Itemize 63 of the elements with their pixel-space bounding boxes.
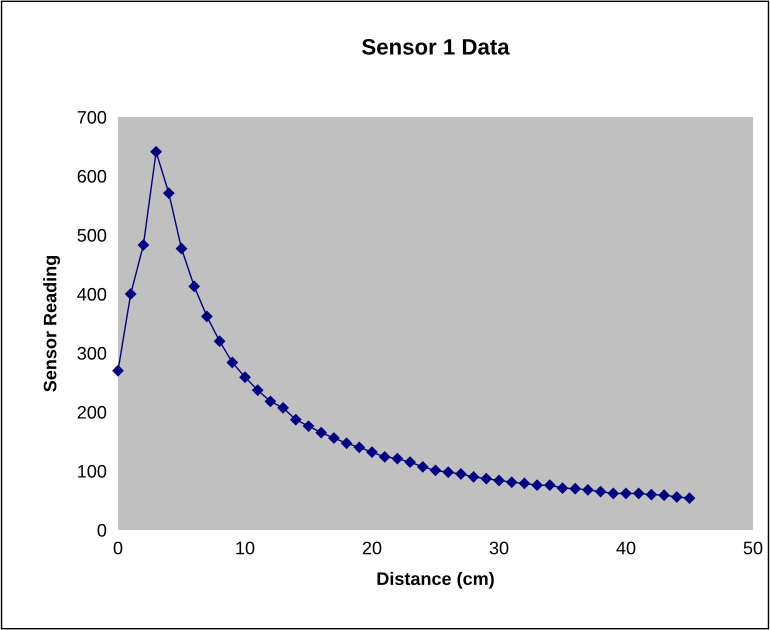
y-tick-label: 100 <box>78 464 106 478</box>
x-tick-label: 0 <box>114 542 122 554</box>
point <box>328 432 340 444</box>
point <box>340 438 352 449</box>
point <box>404 456 416 468</box>
point <box>188 280 200 292</box>
y-tick-label: 400 <box>77 288 106 301</box>
y-tick-label: 700 <box>78 110 106 124</box>
point <box>518 478 530 489</box>
point <box>684 492 696 504</box>
y-tick-label: 300 <box>77 346 106 360</box>
x-tick-label: 10 <box>236 542 254 554</box>
point <box>290 414 302 426</box>
y-tick-label: 500 <box>77 228 106 242</box>
point <box>226 356 238 368</box>
x-tick-label: 30 <box>490 542 508 554</box>
point <box>544 480 556 491</box>
point <box>455 468 467 480</box>
point <box>658 490 670 501</box>
point <box>531 480 543 491</box>
point <box>239 372 251 383</box>
point <box>176 242 188 254</box>
point <box>620 488 632 500</box>
point <box>366 446 378 458</box>
point <box>138 239 150 251</box>
x-tick-label: 40 <box>616 542 636 554</box>
y-axis-title: Sensor Reading <box>43 256 60 392</box>
point <box>493 474 505 486</box>
point <box>570 483 581 494</box>
point <box>252 384 264 396</box>
x-axis-title: Distance (cm) <box>378 572 494 589</box>
point <box>264 396 276 407</box>
point <box>646 488 658 500</box>
point <box>608 488 619 500</box>
y-tick-label: 0 <box>98 524 106 537</box>
point <box>302 420 314 432</box>
point <box>430 464 442 476</box>
y-tick-label: 200 <box>78 406 106 419</box>
point <box>125 288 136 300</box>
point <box>214 336 226 347</box>
point <box>506 476 518 488</box>
point <box>633 488 644 500</box>
x-tick-label: 20 <box>362 542 382 554</box>
point <box>480 473 492 484</box>
x-tick-label: 50 <box>744 542 762 554</box>
point <box>594 486 606 498</box>
point <box>417 461 428 472</box>
y-tick-label: 600 <box>78 170 106 183</box>
point <box>392 453 404 464</box>
point <box>582 484 594 496</box>
point <box>112 365 124 376</box>
point <box>468 471 480 483</box>
point <box>671 491 682 503</box>
point <box>277 402 289 414</box>
point <box>150 146 162 158</box>
point <box>379 451 390 462</box>
point <box>316 427 327 438</box>
point <box>354 442 365 454</box>
point <box>556 482 568 494</box>
point <box>201 310 213 322</box>
chart-title: Sensor 1 Data <box>362 38 510 55</box>
point <box>442 466 454 478</box>
point <box>163 188 174 199</box>
